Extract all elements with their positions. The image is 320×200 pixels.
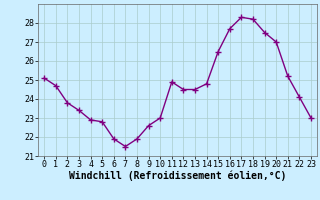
X-axis label: Windchill (Refroidissement éolien,°C): Windchill (Refroidissement éolien,°C) (69, 171, 286, 181)
